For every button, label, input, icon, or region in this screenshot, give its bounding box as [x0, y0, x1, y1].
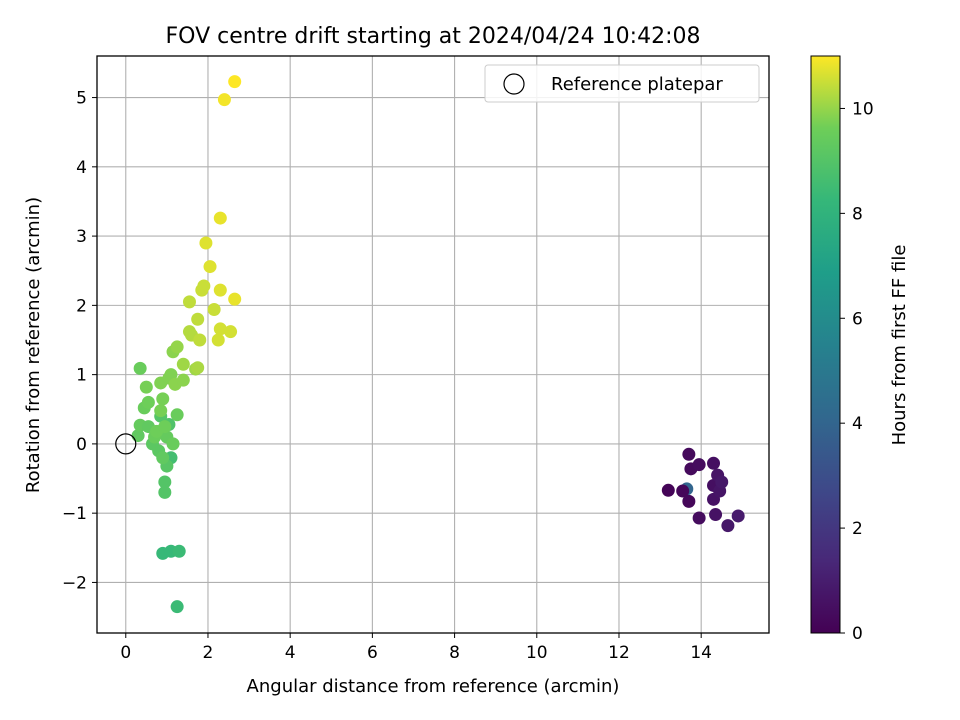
scatter-point — [193, 333, 207, 347]
x-tick-label: 6 — [367, 643, 378, 663]
scatter-point — [191, 361, 205, 375]
x-tick-label: 12 — [608, 643, 630, 663]
scatter-point — [228, 292, 242, 306]
scatter-point — [715, 475, 729, 489]
scatter-point — [164, 368, 178, 382]
scatter-point — [211, 333, 225, 347]
x-tick-label: 8 — [449, 643, 460, 663]
scatter-point — [217, 93, 231, 107]
legend-box — [484, 64, 760, 103]
chart-title: FOV centre drift starting at 2024/04/24 … — [166, 24, 701, 49]
colorbar: 0 2 4 6 8 10 Hours from first FF file — [810, 55, 910, 644]
scatter-point — [170, 600, 184, 614]
scatter-point — [197, 279, 211, 293]
x-tick-label: 14 — [690, 643, 712, 663]
scatter-point — [707, 456, 721, 470]
scatter-point — [154, 404, 168, 418]
scatter-point — [176, 373, 190, 387]
y-axis-label: Rotation from reference (arcmin) — [23, 197, 44, 493]
colorbar-tick-label: 10 — [852, 99, 874, 119]
x-axis-label: Angular distance from reference (arcmin) — [247, 676, 620, 697]
x-tick-label: 0 — [120, 643, 131, 663]
x-tick-label: 4 — [285, 643, 296, 663]
scatter-point — [207, 303, 221, 317]
scatter-point — [182, 295, 196, 309]
y-tick-label: 3 — [76, 227, 87, 247]
legend-entry-label: Reference platepar — [551, 74, 723, 95]
reference-platepar-marker — [115, 433, 137, 455]
scatter-point — [228, 75, 242, 89]
scatter-point — [224, 325, 238, 339]
scatter-point — [709, 508, 723, 522]
reference-marker-group — [115, 433, 137, 455]
y-tick-label: 4 — [76, 158, 87, 178]
x-axis-ticks: 0 2 4 6 8 10 12 14 — [120, 633, 712, 663]
legend: Reference platepar — [484, 64, 760, 103]
legend-marker-open-circle — [503, 73, 525, 95]
scatter-point — [172, 544, 186, 558]
colorbar-tick-label: 2 — [852, 519, 863, 539]
scatter-point — [213, 322, 227, 336]
scatter-point — [176, 357, 190, 371]
y-axis-ticks: −2 −1 0 1 2 3 4 5 — [62, 89, 97, 593]
scatter-point — [158, 485, 172, 499]
y-tick-label: 5 — [76, 89, 87, 109]
scatter-point — [213, 283, 227, 297]
y-tick-label: 0 — [76, 435, 87, 455]
colorbar-ticks: 0 2 4 6 8 10 — [840, 99, 874, 644]
scatter-point — [158, 420, 172, 434]
scatter-point — [661, 483, 675, 497]
scatter-point — [682, 494, 696, 508]
scatter-point — [170, 408, 184, 422]
colorbar-tick-label: 8 — [852, 204, 863, 224]
x-tick-label: 10 — [526, 643, 548, 663]
scatter-point — [166, 437, 180, 451]
y-tick-label: −1 — [62, 504, 87, 524]
scatter-point — [156, 392, 170, 406]
scatter-point — [203, 260, 217, 274]
data-points — [131, 75, 745, 614]
scatter-point — [676, 484, 690, 498]
scatter-point — [191, 312, 205, 326]
colorbar-label: Hours from first FF file — [889, 245, 910, 446]
scatter-point — [156, 451, 170, 465]
scatter-point — [158, 475, 172, 489]
colorbar-tick-label: 6 — [852, 309, 863, 329]
grid-lines — [97, 56, 769, 633]
colorbar-tick-label: 0 — [852, 624, 863, 644]
scatter-point — [141, 395, 155, 409]
colorbar-gradient — [810, 55, 841, 634]
scatter-point — [199, 236, 213, 250]
scatter-point — [170, 340, 184, 354]
scatter-point — [692, 511, 706, 525]
scatter-point — [133, 361, 147, 375]
scatter-point — [139, 380, 153, 394]
y-tick-label: −2 — [62, 573, 87, 593]
scatter-point — [731, 509, 745, 523]
scatter-point — [721, 519, 735, 533]
scatter-point — [682, 447, 696, 461]
y-tick-label: 1 — [76, 366, 87, 386]
colorbar-tick-label: 4 — [852, 414, 863, 434]
plot-frame — [96, 55, 770, 634]
scatter-point — [213, 211, 227, 225]
x-tick-label: 2 — [203, 643, 214, 663]
y-tick-label: 2 — [76, 296, 87, 316]
scatter-point — [692, 458, 706, 472]
